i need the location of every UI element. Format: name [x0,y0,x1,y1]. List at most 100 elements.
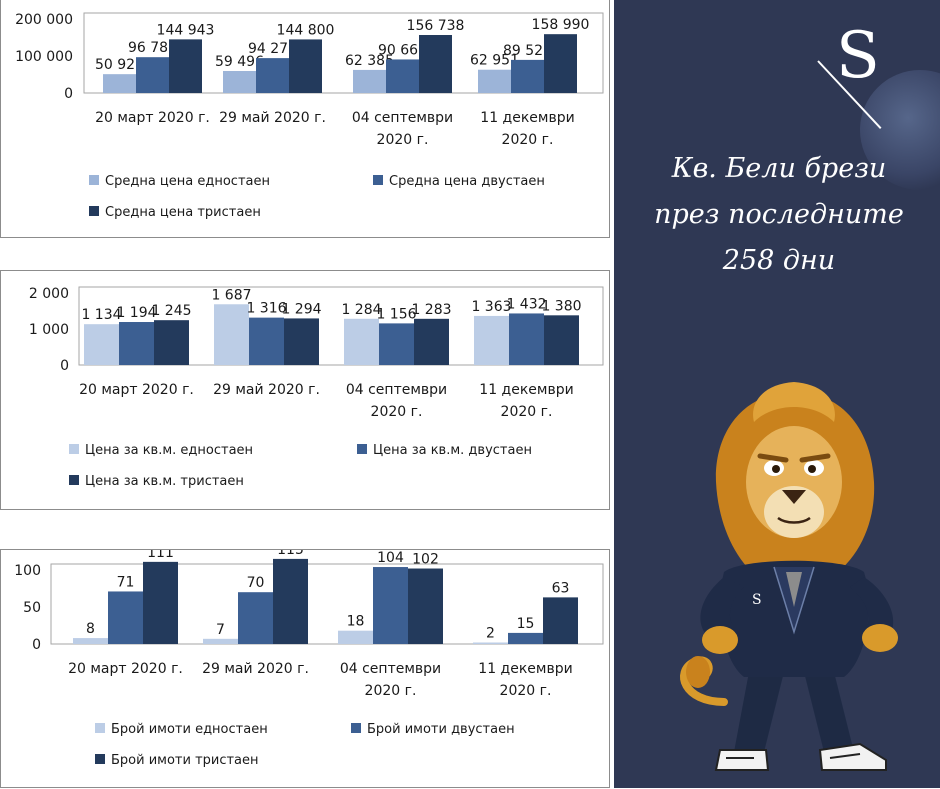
legend-swatch [69,475,79,485]
category-label: 04 септември [340,661,441,677]
bar-2 [379,323,414,365]
legend-label: Цена за кв.м. двустаен [373,443,532,458]
bar-1 [344,318,379,365]
y-tick-label: 50 [23,600,41,616]
data-label: 70 [247,575,265,591]
legend-swatch [95,754,105,764]
data-label: 115 [277,550,304,558]
bar-2 [249,317,284,365]
category-label: 20 март 2020 г. [68,661,183,677]
bar-3 [273,558,308,644]
category-label: 2020 г. [365,683,417,699]
bar-3 [289,39,322,93]
category-label: 2020 г. [371,404,423,420]
bar-3 [154,320,189,365]
legend-label: Брой имоти тристаен [111,753,259,768]
bar-1 [338,630,373,644]
bar-1 [223,70,256,93]
data-label: 102 [412,552,439,568]
bar-2 [511,59,544,93]
legend-swatch [89,206,99,216]
legend-swatch [89,175,99,185]
data-label: 94 276 [248,41,297,57]
y-tick-label: 100 000 [15,49,73,65]
bar-1 [353,69,386,93]
legend-label: Брой имоти едностаен [111,722,268,737]
category-label: 29 май 2020 г. [202,661,309,677]
bar-2 [108,591,143,644]
category-label: 20 март 2020 г. [79,382,194,398]
bar-2 [119,322,154,365]
category-label: 29 май 2020 г. [219,110,326,126]
property-count-chart-svg: 100 50 0 8 71 111 20 март 2020 г. 7 70 115 29 май … [14,550,604,768]
legend-label: Средна цена тристаен [105,205,261,220]
bar-2 [386,59,419,93]
data-label: 8 [86,621,95,637]
data-label: 1 380 [541,298,581,314]
bar-1 [478,69,511,93]
price-per-sqm-chart: 2 000 1 000 0 1 134 1 194 1 245 20 март 2020 г… [0,270,610,510]
property-count-chart: 100 50 0 8 71 111 20 март 2020 г. 7 70 115 29 май … [0,549,610,788]
data-label: 1 687 [211,287,251,303]
legend-label: Средна цена едностаен [105,174,270,189]
data-label: 1 194 [116,305,156,321]
data-label: 2 [486,626,495,642]
bar-2 [238,592,273,644]
data-label: 71 [117,574,135,590]
average-price-chart: 200 000 100 000 0 50 923 96 786 144 943 20 мар… [0,0,610,238]
brand-logo: S [817,24,896,129]
bar-3 [408,568,443,644]
category-label: 2020 г. [500,683,552,699]
y-tick-label: 100 [14,563,41,579]
legend-label: Цена за кв.м. тристаен [85,474,244,489]
bar-3 [414,318,449,365]
category-label: 04 септември [346,382,447,398]
headline-line-3: 258 дни [722,245,836,276]
legend-label: Брой имоти двустаен [367,722,515,737]
y-tick-label: 0 [64,86,73,102]
data-label: 144 800 [277,22,335,38]
data-label: 62 951 [470,53,519,69]
y-tick-label: 0 [32,637,41,653]
bar-3 [284,318,319,365]
legend-swatch [69,444,79,454]
bar-3 [143,561,178,644]
category-label: 2020 г. [377,132,429,148]
bar-3 [169,39,202,93]
y-tick-label: 0 [60,358,69,374]
data-label: 7 [216,622,225,638]
data-label: 1 363 [471,299,511,315]
data-label: 1 284 [341,302,381,318]
category-label: 11 декември [479,382,573,398]
data-label: 1 294 [281,301,321,317]
data-label: 18 [347,614,365,630]
bar-1 [214,304,249,365]
bar-3 [544,34,577,93]
data-label: 90 667 [378,42,427,58]
headline-line-1: Кв. Бели брези [671,153,887,184]
data-label: 111 [147,550,174,561]
data-label: 62 385 [345,53,394,69]
legend-swatch [95,723,105,733]
bar-2 [509,313,544,365]
svg-text:S: S [752,592,762,608]
data-label: 156 738 [407,18,465,34]
legend-swatch [373,175,383,185]
data-label: 96 786 [128,40,177,56]
legend-swatch [351,723,361,733]
y-tick-label: 2 000 [29,286,69,302]
legend-label: Средна цена двустаен [389,174,545,189]
legend-label: Цена за кв.м. едностаен [85,443,253,458]
category-label: 29 май 2020 г. [213,382,320,398]
data-label: 1 245 [151,303,191,319]
category-label: 11 декември [480,110,574,126]
bar-2 [136,57,169,93]
data-label: 59 496 [215,54,264,70]
category-label: 04 септември [352,110,453,126]
data-label: 1 283 [411,302,451,318]
bar-1 [84,324,119,365]
data-label: 50 923 [95,57,144,73]
bar-1 [103,74,136,93]
